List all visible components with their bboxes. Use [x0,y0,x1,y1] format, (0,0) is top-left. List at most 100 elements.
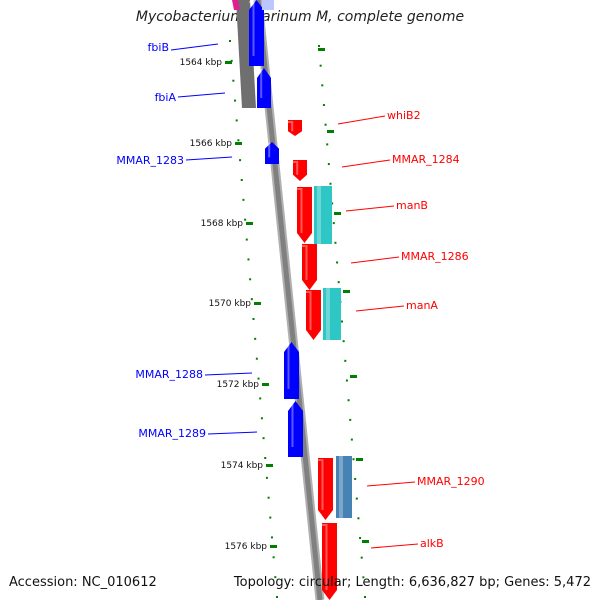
gene-label-mmar_1290[interactable]: MMAR_1290 [417,475,485,488]
leader-line [204,372,253,376]
tick-dot-left [244,218,247,221]
leader-line [366,481,416,487]
gene-arrow-fbia[interactable] [257,68,271,108]
tick-dot-right [354,477,357,480]
tick-dot-right [344,359,347,362]
leader-line [370,543,419,549]
tick-dot-right [364,596,366,598]
tick-mark-right [327,130,334,133]
tick-dot-right [345,379,348,382]
tick-dot-left [237,139,240,142]
tick-dot-right [362,576,365,579]
gene-label-whib2[interactable]: whiB2 [387,109,421,122]
gene-arrow-manb[interactable] [297,187,312,243]
tick-dot-left [252,318,255,320]
map-title: Mycobacterium marinum M, complete genome [135,9,465,25]
leader-line [207,431,258,435]
gene-label-mmar_1286[interactable]: MMAR_1286 [401,250,469,263]
tick-label: 1576 kbp [225,542,268,552]
tick-dot-left [249,278,252,281]
gene-arrow-fbib[interactable] [249,0,264,66]
tick-dot-right [347,399,350,402]
rna-feature[interactable] [336,456,352,518]
tick-label: 1566 kbp [190,139,233,149]
tick-dot-left [245,238,248,241]
tick-dot-left [239,159,242,162]
tick-mark [235,142,242,145]
tick-dot-right [352,458,355,461]
gene-label-fbia[interactable]: fbiA [155,91,177,104]
accession-text: Accession: NC_010612 [9,575,157,590]
leader-line [341,159,391,168]
leader-line [345,205,395,212]
tick-dot-left [232,79,235,82]
tick-dot-left [234,99,237,102]
gene-arrow-mmar_1286[interactable] [302,244,317,290]
gene-arrow-mmar_1284[interactable] [293,160,307,181]
gene-arrow-mmar_1289[interactable] [288,401,303,457]
gene-label-manb[interactable]: manB [396,199,428,212]
tick-mark [266,464,273,467]
gene-label-mmar_1289[interactable]: MMAR_1289 [138,427,206,440]
leader-line [177,92,226,98]
tick-mark-right [318,48,325,51]
tick-dot-left [274,576,277,579]
gene-arrow-mana[interactable] [306,290,321,340]
tick-mark [225,61,232,64]
tick-dot-left [230,59,233,62]
feature-layer [249,0,352,600]
tick-dot-right [334,241,337,244]
tick-dot-right [337,281,340,284]
tick-mark-right [334,212,341,215]
gene-label-mmar_1284[interactable]: MMAR_1284 [392,153,460,166]
gene-label-mmar_1283[interactable]: MMAR_1283 [116,154,184,167]
gene-label-alkb[interactable]: alkB [420,537,444,550]
tick-dot-right [359,536,362,539]
tick-dot-right [329,182,332,185]
gene-label-mana[interactable]: manA [406,299,438,312]
leader-line [337,115,386,125]
gene-arrow-whib2[interactable] [288,120,302,136]
tick-dot-right [342,340,345,343]
tick-dot-right [319,64,322,67]
gene-arrow-alkb[interactable] [322,523,337,600]
tick-mark [262,383,269,386]
tick-dot-left [257,377,260,380]
tick-dot-right [360,556,363,559]
gene-arrow-mmar_1288[interactable] [284,342,299,399]
tick-dot-right [349,418,352,421]
gene-arrow-mmar_1283[interactable] [265,142,279,164]
rna-feature[interactable] [314,186,332,244]
tick-dot-left [250,298,253,301]
topology-text: Topology: circular; Length: 6,636,827 bp… [233,575,591,590]
tick-dot-left [260,417,263,420]
tick-dot-right [324,123,327,126]
tick-dot-right [332,222,335,225]
tick-label: 1570 kbp [209,299,252,309]
tick-dot-left [276,596,278,598]
tick-dot-right [336,261,339,264]
leader-line [185,156,233,161]
tick-dot-left [259,397,262,400]
gene-arrow-mmar_1290[interactable] [318,458,333,520]
tick-dot-left [247,258,250,261]
tick-dot-right [326,143,329,146]
tick-dot-left [254,337,257,340]
tick-dot-right [331,202,334,205]
label-layer: fbiB fbiA MMAR_1283 MMAR_1288 MMAR_1289 whiB2… [116,41,484,550]
tick-mark-right [350,375,357,378]
tick-dot-left [264,457,267,459]
tick-label: 1564 kbp [180,58,223,68]
tick-dot-left [267,496,270,499]
tick-layer: 1564 kbp 1566 kbp 1568 kbp 1570 kbp 1572 kbp… [180,40,369,598]
tick-mark-right [343,290,350,293]
gene-label-fbib[interactable]: fbiB [148,41,169,54]
gene-label-mmar_1288[interactable]: MMAR_1288 [135,368,203,381]
tick-dot-right [350,438,353,441]
tick-dot-left [240,179,243,181]
backbone-pink-mark [232,0,240,10]
tick-dot-left [265,476,268,479]
leader-line [355,305,405,312]
rna-feature[interactable] [323,288,341,340]
